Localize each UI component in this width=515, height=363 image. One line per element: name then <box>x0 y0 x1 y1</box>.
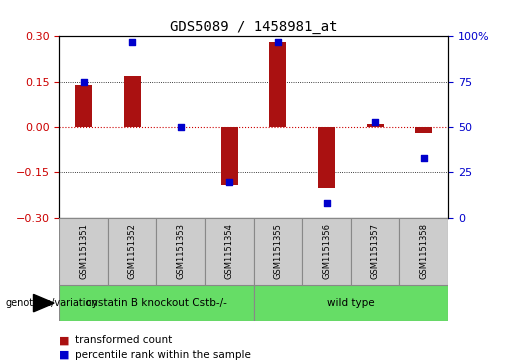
Bar <box>400 218 448 285</box>
Bar <box>59 218 108 285</box>
Text: ■: ■ <box>59 335 70 346</box>
Bar <box>415 127 432 133</box>
Text: GSM1151355: GSM1151355 <box>273 224 282 279</box>
Text: cystatin B knockout Cstb-/-: cystatin B knockout Cstb-/- <box>86 298 227 308</box>
Text: GSM1151357: GSM1151357 <box>371 223 380 280</box>
Point <box>371 119 379 125</box>
Text: percentile rank within the sample: percentile rank within the sample <box>75 350 251 360</box>
Bar <box>157 218 205 285</box>
Text: genotype/variation: genotype/variation <box>5 298 98 308</box>
Text: GSM1151353: GSM1151353 <box>176 223 185 280</box>
Bar <box>253 218 302 285</box>
Text: GSM1151358: GSM1151358 <box>419 223 428 280</box>
Title: GDS5089 / 1458981_at: GDS5089 / 1458981_at <box>170 20 337 34</box>
Point <box>322 200 331 206</box>
Bar <box>59 285 253 321</box>
Bar <box>205 218 253 285</box>
Bar <box>318 127 335 188</box>
Bar <box>108 218 157 285</box>
Text: ■: ■ <box>59 350 70 360</box>
Bar <box>367 124 384 127</box>
Point <box>420 155 428 161</box>
Text: transformed count: transformed count <box>75 335 172 346</box>
Text: GSM1151352: GSM1151352 <box>128 224 136 279</box>
Text: wild type: wild type <box>327 298 374 308</box>
Polygon shape <box>33 294 54 312</box>
Bar <box>269 42 286 127</box>
Bar <box>124 76 141 127</box>
Text: GSM1151354: GSM1151354 <box>225 224 234 279</box>
Point <box>177 124 185 130</box>
Point <box>79 79 88 85</box>
Bar <box>302 218 351 285</box>
Bar <box>253 285 448 321</box>
Text: GSM1151351: GSM1151351 <box>79 224 88 279</box>
Point <box>274 39 282 45</box>
Point <box>225 179 233 184</box>
Bar <box>75 85 92 127</box>
Bar <box>351 218 400 285</box>
Bar <box>221 127 238 184</box>
Text: GSM1151356: GSM1151356 <box>322 223 331 280</box>
Point <box>128 39 136 45</box>
